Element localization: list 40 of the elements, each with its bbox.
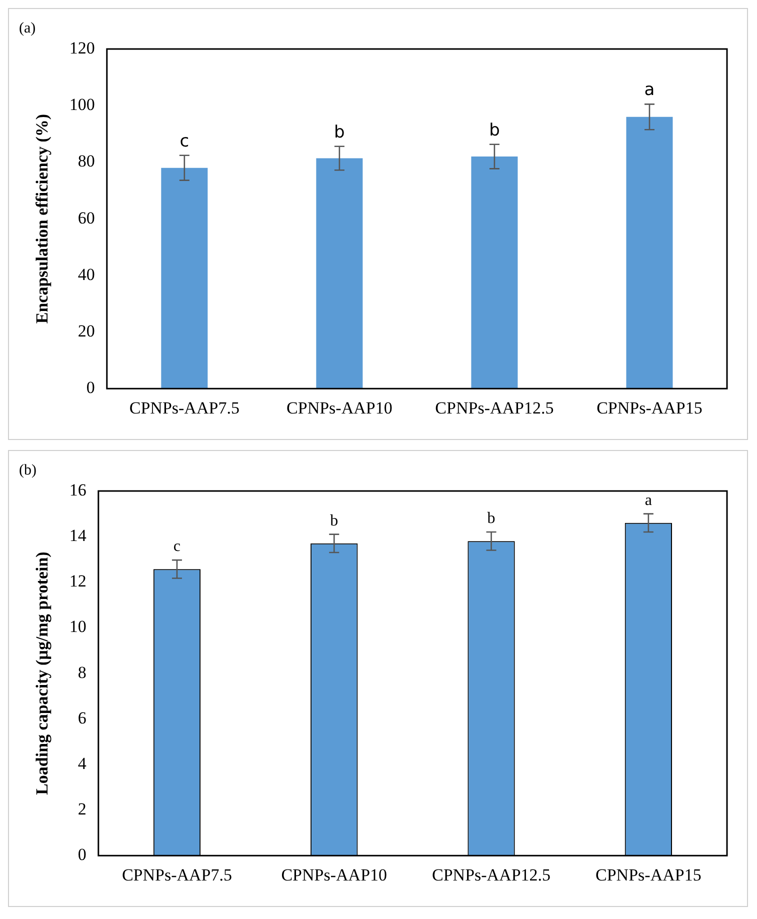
- bar: [626, 116, 673, 389]
- annotation: b: [487, 510, 496, 528]
- annotation: a: [644, 492, 652, 509]
- annotation: b: [334, 122, 345, 142]
- y-tick-label: 60: [78, 208, 95, 228]
- y-tick-label: 4: [78, 754, 87, 773]
- y-axis-title: Loading capacity (µg/mg protein): [32, 552, 52, 795]
- bar: [161, 168, 208, 389]
- y-tick-label: 2: [78, 799, 86, 818]
- y-tick-label: 100: [69, 95, 95, 114]
- y-tick-label: 20: [78, 321, 95, 340]
- y-tick-label: 10: [69, 617, 86, 636]
- annotation: c: [180, 131, 190, 152]
- y-tick-label: 6: [78, 708, 86, 728]
- x-tick-label: CPNPs-AAP15: [596, 398, 702, 418]
- y-tick-label: 14: [69, 526, 87, 546]
- y-tick-label: 120: [69, 38, 95, 58]
- text: (b): [19, 462, 36, 478]
- x-tick-label: CPNPs-AAP10: [286, 398, 392, 418]
- x-tick-label: CPNPs-AAP10: [281, 865, 388, 884]
- bar: [316, 158, 363, 389]
- y-axis-title: Encapsulation efficiency (%): [32, 114, 52, 324]
- x-tick-label: CPNPs-AAP7.5: [122, 865, 232, 884]
- y-tick-label: 0: [78, 845, 86, 864]
- y-tick-label: 16: [69, 480, 86, 500]
- x-tick-label: CPNPs-AAP12.5: [435, 398, 554, 418]
- y-tick-label: 0: [86, 378, 95, 398]
- annotation: b: [489, 120, 500, 140]
- x-tick-label: CPNPs-AAP15: [596, 865, 702, 884]
- y-tick-label: 12: [69, 572, 86, 591]
- annotation: b: [330, 512, 338, 530]
- y-tick-label: 40: [78, 264, 95, 284]
- y-tick-label: 80: [78, 152, 95, 171]
- annotation: a: [644, 80, 655, 100]
- x-tick-label: CPNPs-AAP12.5: [432, 865, 551, 884]
- bar: [471, 156, 518, 389]
- x-tick-label: CPNPs-AAP7.5: [129, 398, 240, 418]
- y-tick-label: 8: [78, 662, 86, 682]
- text: (a): [19, 20, 36, 36]
- annotation: c: [173, 538, 181, 556]
